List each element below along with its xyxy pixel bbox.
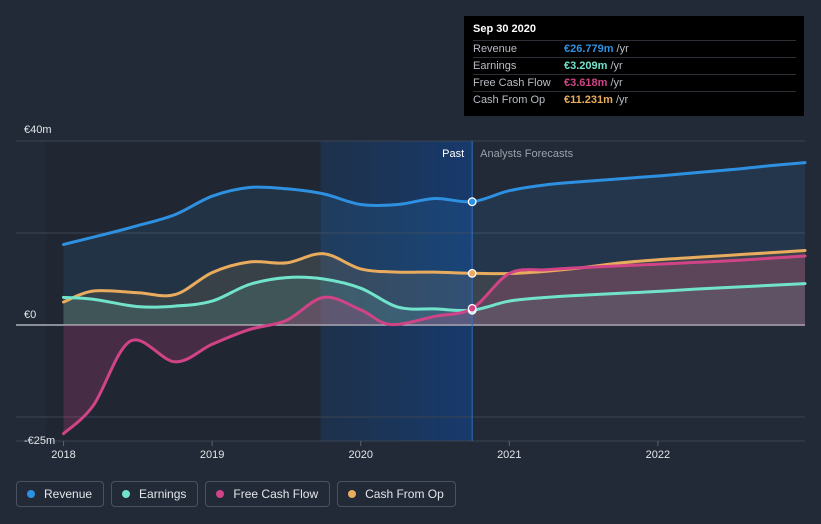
- legend-dot-icon: [27, 490, 35, 498]
- tooltip-unit: /yr: [616, 43, 629, 55]
- x-tick-label: 2019: [200, 449, 224, 461]
- tooltip-row-free-cash-flow: Free Cash Flow €3.618m /yr: [473, 74, 796, 91]
- legend-dot-icon: [122, 490, 131, 498]
- legend-label: Revenue: [44, 487, 93, 501]
- area-free-cash-flow: [63, 256, 805, 434]
- legend-item-free-cash-flow[interactable]: Free Cash Flow: [205, 481, 331, 507]
- y-tick-label: -€25m: [24, 435, 55, 447]
- tooltip-row-cash-from-op: Cash From Op €11.231m /yr: [473, 91, 796, 108]
- area-earnings: [63, 277, 805, 325]
- line-revenue: [62, 161, 807, 246]
- line-cash-from-op: [62, 249, 807, 304]
- legend-item-cash-from-op[interactable]: Cash From Op: [337, 481, 456, 507]
- tooltip-value: €11.231m: [564, 94, 613, 106]
- tooltip-label: Earnings: [473, 60, 517, 72]
- region-label-forecast: Analysts Forecasts: [480, 148, 573, 160]
- tooltip-value: €26.779m: [564, 43, 614, 55]
- area-cash-from-op: [63, 250, 805, 325]
- legend-label: Earnings: [139, 487, 187, 501]
- marker-cash-from-op: [467, 268, 477, 278]
- tooltip-unit: /yr: [610, 60, 623, 72]
- x-tick-label: 2022: [646, 449, 670, 461]
- region-label-past: Past: [442, 148, 464, 160]
- line-free-cash-flow: [62, 254, 807, 436]
- tooltip: Sep 30 2020 Revenue €26.779m /yr Earning…: [464, 16, 804, 116]
- x-tick-label: 2018: [51, 449, 75, 461]
- tooltip-date: Sep 30 2020: [473, 23, 536, 35]
- marker-revenue: [467, 197, 477, 207]
- tooltip-label: Free Cash Flow: [473, 77, 551, 89]
- x-tick-label: 2021: [497, 449, 521, 461]
- tooltip-value: €3.209m: [564, 60, 608, 72]
- tooltip-unit: /yr: [610, 77, 623, 89]
- tooltip-label: Cash From Op: [473, 94, 546, 106]
- legend-label: Cash From Op: [365, 487, 444, 501]
- tooltip-row-revenue: Revenue €26.779m /yr: [473, 40, 796, 57]
- tooltip-row-earnings: Earnings €3.209m /yr: [473, 57, 796, 74]
- legend-item-revenue[interactable]: Revenue: [16, 481, 105, 507]
- tooltip-label: Revenue: [473, 43, 518, 55]
- tooltip-unit: /yr: [615, 94, 629, 106]
- tooltip-value: €3.618m: [564, 77, 608, 89]
- y-tick-label: €0: [24, 309, 36, 321]
- line-earnings: [62, 275, 807, 313]
- marker-free-cash-flow: [467, 303, 477, 313]
- legend-item-earnings[interactable]: Earnings: [111, 481, 199, 507]
- past-region: [320, 141, 473, 441]
- legend-dot-icon: [216, 490, 225, 498]
- legend-dot-icon: [348, 490, 357, 498]
- y-tick-label: €40m: [24, 124, 52, 136]
- legend: Revenue Earnings Free Cash Flow Cash Fro…: [16, 481, 456, 507]
- legend-label: Free Cash Flow: [233, 487, 319, 501]
- x-tick-label: 2020: [348, 449, 372, 461]
